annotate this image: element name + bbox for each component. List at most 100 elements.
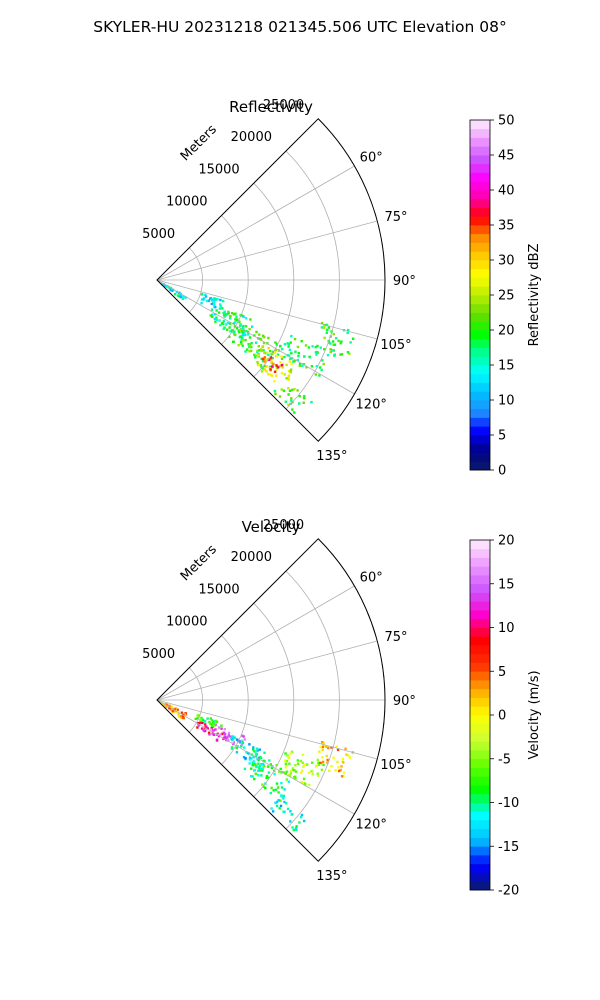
echo-cell (334, 769, 337, 772)
echo-cell (262, 762, 265, 766)
echo-cell (276, 353, 280, 356)
echo-cell (316, 772, 319, 775)
echo-cell (223, 732, 227, 736)
echo-cell (301, 769, 304, 772)
echo-cell (299, 759, 303, 763)
echo-cell (216, 298, 219, 301)
colorbar-segment (470, 610, 490, 620)
echo-cell (287, 374, 291, 377)
polar-grid (156, 538, 386, 862)
echo-cell (293, 769, 296, 772)
echo-cell (241, 740, 244, 743)
echo-cell (200, 298, 204, 301)
echo-cell (321, 359, 324, 362)
echo-cell (227, 734, 230, 737)
echo-cell (256, 349, 259, 352)
echo-cell (274, 392, 277, 395)
echo-cell (181, 715, 185, 718)
echo-cell (321, 756, 324, 759)
echo-cell (261, 767, 264, 770)
echo-cell (332, 349, 335, 352)
echo-cell (165, 703, 169, 707)
echo-cell (179, 295, 182, 299)
echo-cell (242, 324, 245, 328)
echo-cell (331, 340, 335, 343)
echo-cell (215, 309, 218, 312)
echo-cell (284, 752, 287, 755)
echo-cell (327, 341, 331, 344)
echo-cell (294, 777, 297, 780)
colorbar-segment (470, 723, 490, 733)
echo-cell (252, 748, 255, 751)
echo-cell (318, 366, 322, 369)
echo-cell (200, 302, 203, 305)
echo-cell (347, 754, 350, 757)
azimuth-spoke (156, 279, 378, 340)
echo-cell (248, 762, 251, 765)
colorbar-segment (470, 837, 490, 847)
echo-cell (342, 771, 346, 774)
echo-cell (332, 756, 335, 759)
echo-cell (335, 745, 338, 748)
echo-cell (210, 308, 214, 311)
echo-cell (200, 727, 204, 730)
echo-cell (339, 768, 342, 772)
colorbar-segment (470, 583, 490, 593)
echo-cell (310, 770, 313, 773)
colorbar-segment (470, 426, 490, 436)
echo-cell (272, 362, 275, 366)
echo-cell (315, 365, 319, 368)
echo-cell (291, 826, 294, 829)
echo-cell (173, 293, 177, 296)
echo-cell (215, 318, 218, 322)
echo-cell (235, 738, 239, 741)
echo-cell (175, 290, 178, 294)
echo-cell (262, 759, 265, 763)
echo-cell (296, 759, 299, 762)
colorbar-tick-label: -15 (498, 840, 519, 855)
colorbar: 0 5 10 15 20 25 30 35 40 45 50 Reflectivity dBZ (469, 114, 542, 479)
echo-cell (277, 799, 280, 802)
echo-cell (275, 355, 279, 358)
echo-cell (268, 366, 272, 370)
colorbar-segment (470, 750, 490, 760)
echo-cell (311, 345, 314, 348)
echo-cell (291, 768, 295, 772)
echo-cell (182, 716, 185, 720)
echo-cell (229, 330, 232, 333)
colorbar-segment (470, 286, 490, 296)
colorbar-segment (470, 680, 490, 690)
echo-cell (290, 399, 293, 402)
echo-cell (260, 348, 263, 351)
colorbar-segment (470, 190, 490, 200)
echo-cell (267, 336, 270, 340)
echo-cell (289, 810, 292, 813)
echo-cell (321, 760, 325, 764)
echo-cell (164, 705, 167, 708)
echo-cell (280, 794, 283, 797)
echo-cell (280, 786, 284, 789)
echo-cell (260, 370, 264, 373)
echo-cell (231, 738, 235, 741)
echo-cell (235, 318, 238, 322)
echo-cell (194, 717, 197, 720)
echo-cell (295, 825, 298, 828)
colorbar-segment (470, 618, 490, 628)
echo-cell (265, 774, 269, 778)
echo-cell (285, 778, 288, 781)
echo-cell (219, 303, 222, 306)
echo-cell (347, 328, 350, 332)
echo-cell (202, 298, 205, 301)
echo-cell (255, 330, 258, 334)
colorbar-tick-label: 10 (498, 394, 515, 409)
echo-cell (280, 357, 284, 360)
echo-cell (270, 360, 273, 363)
echo-cell (269, 356, 273, 359)
echo-cell (256, 360, 259, 364)
colorbar-segment (470, 715, 490, 725)
echo-cell (280, 372, 284, 375)
echo-cell (282, 794, 285, 798)
colorbar-segment (470, 277, 490, 287)
echo-cell (307, 771, 311, 775)
echo-cell (240, 745, 243, 748)
